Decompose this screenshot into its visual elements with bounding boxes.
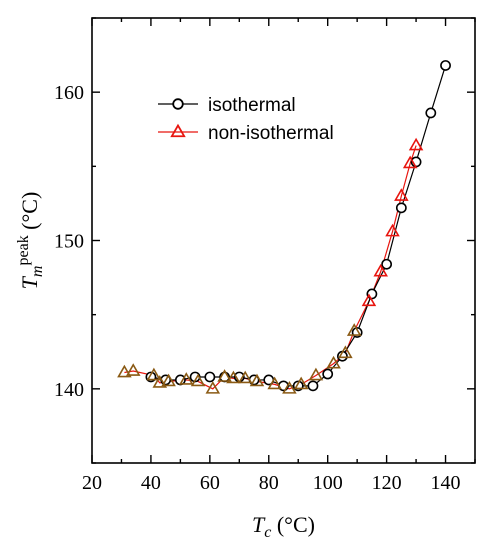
y-tick-label: 140 — [54, 379, 84, 401]
non-isothermal-point — [408, 137, 424, 151]
non-isothermal-point — [361, 293, 377, 307]
legend-isothermal-label: isothermal — [208, 95, 296, 116]
isothermal-point — [307, 380, 319, 392]
non-isothermal-point — [338, 345, 353, 359]
data-points-layer — [117, 60, 451, 394]
y-tick-label: 150 — [54, 231, 84, 253]
isothermal-point — [425, 107, 437, 119]
non-isothermal-point — [117, 364, 132, 378]
x-tick-label: 100 — [313, 472, 343, 494]
isothermal-point — [395, 202, 407, 214]
ticks-layer: 20 40 60 80 100 120 140 140 150 160 — [54, 17, 476, 494]
non-isothermal-point — [402, 155, 418, 169]
y-tick-label: 160 — [54, 82, 84, 104]
isothermal-point — [322, 368, 334, 380]
y-axis-label-main: T — [17, 275, 42, 289]
x-axis-label-subscript: c — [264, 524, 271, 541]
non-isothermal-point — [308, 367, 324, 381]
y-axis-label: Tmpeak (°C) — [15, 192, 46, 290]
non-isothermal-point — [326, 355, 341, 369]
x-tick-label: 20 — [82, 472, 102, 494]
x-axis-label: Tc (°C) — [252, 512, 315, 541]
non-isothermal-point — [205, 381, 221, 394]
y-axis-label-unit: (°C) — [17, 192, 42, 236]
x-tick-label: 120 — [372, 472, 402, 494]
x-tick-label: 60 — [200, 472, 220, 494]
y-axis-label-superscript: peak — [15, 235, 32, 265]
non-isothermal-point — [190, 373, 206, 387]
non-isothermal-series-line — [124, 145, 417, 390]
non-isothermal-point — [346, 323, 362, 336]
x-axis-label-unit: (°C) — [271, 512, 315, 537]
non-isothermal-point — [217, 369, 232, 382]
non-isothermal-point — [226, 370, 241, 384]
non-isothermal-point — [282, 381, 297, 394]
non-isothermal-point — [161, 373, 176, 387]
isothermal-point — [204, 371, 216, 383]
isothermal-series-line — [150, 65, 447, 387]
x-axis-label-main: T — [252, 512, 266, 537]
legend-isothermal-marker — [172, 98, 184, 110]
x-tick-label: 80 — [259, 472, 279, 494]
non-isothermal-point — [152, 375, 168, 388]
non-isothermal-point — [237, 370, 253, 384]
non-isothermal-point — [373, 263, 388, 277]
x-tick-label: 40 — [141, 472, 161, 494]
non-isothermal-point — [293, 376, 309, 390]
non-isothermal-point — [125, 363, 141, 376]
non-isothermal-point — [394, 188, 409, 201]
non-isothermal-point — [267, 376, 282, 390]
isothermal-point — [440, 60, 451, 71]
legend-non-isothermal-label: non-isothermal — [208, 123, 334, 144]
isothermal-point — [381, 258, 393, 270]
plot-frame — [91, 17, 476, 464]
non-isothermal-point — [385, 223, 400, 237]
x-tick-label: 140 — [431, 472, 461, 494]
non-isothermal-point — [249, 373, 265, 387]
non-isothermal-point — [146, 367, 162, 381]
y-axis-label-subscript: m — [29, 266, 46, 278]
legend: isothermal non-isothermal — [158, 95, 334, 144]
non-isothermal-point — [179, 372, 194, 385]
legend-non-isothermal-marker — [170, 123, 186, 138]
